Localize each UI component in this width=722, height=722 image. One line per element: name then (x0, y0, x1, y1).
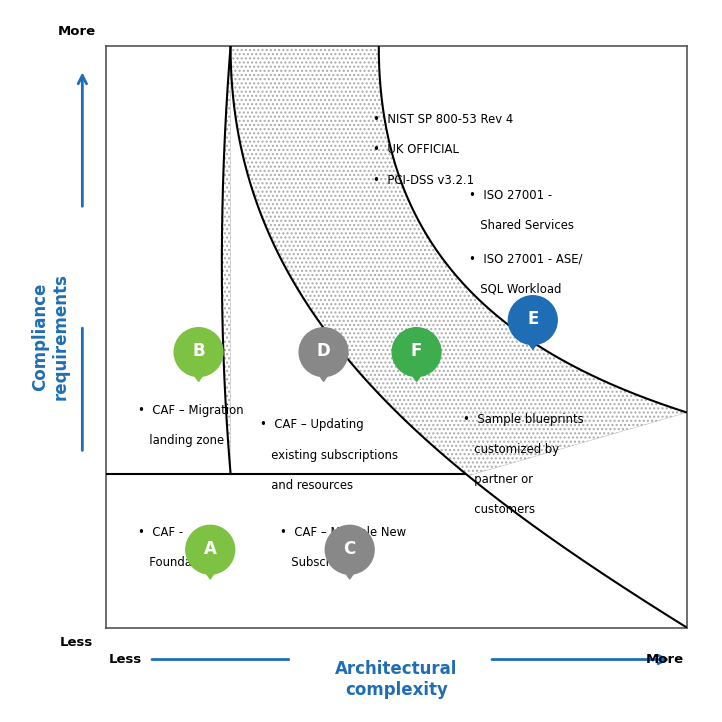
Text: More: More (58, 25, 95, 38)
Text: D: D (317, 342, 331, 360)
Text: •  ISO 27001 -: • ISO 27001 - (469, 188, 552, 201)
Text: B: B (192, 342, 205, 360)
Text: •  ISO 27001 - ASE/: • ISO 27001 - ASE/ (469, 253, 582, 266)
Circle shape (392, 328, 441, 377)
Text: •  PCI-DSS v3.2.1: • PCI-DSS v3.2.1 (373, 173, 474, 186)
Text: Foundation: Foundation (138, 556, 214, 569)
Text: Subscriptions: Subscriptions (280, 556, 370, 569)
Polygon shape (194, 556, 226, 579)
Circle shape (174, 328, 223, 377)
Text: customers: customers (463, 503, 535, 516)
Text: F: F (411, 342, 422, 360)
Circle shape (186, 526, 235, 574)
Polygon shape (401, 358, 432, 381)
Text: •  UK OFFICIAL: • UK OFFICIAL (373, 144, 458, 157)
Text: customized by: customized by (463, 443, 559, 456)
Circle shape (299, 328, 348, 377)
Text: •  CAF – Multiple New: • CAF – Multiple New (280, 526, 406, 539)
Circle shape (326, 526, 374, 574)
Text: E: E (527, 310, 539, 328)
Polygon shape (308, 358, 339, 381)
Text: •  CAF – Updating: • CAF – Updating (260, 418, 363, 431)
Text: Shared Services: Shared Services (469, 219, 574, 232)
Text: •  CAF – Migration: • CAF – Migration (138, 404, 243, 417)
Text: A: A (204, 539, 217, 557)
Text: •  Sample blueprints: • Sample blueprints (463, 412, 583, 425)
Text: Less: Less (108, 653, 142, 666)
Text: and resources: and resources (260, 479, 352, 492)
Text: existing subscriptions: existing subscriptions (260, 448, 398, 461)
Text: partner or: partner or (463, 473, 533, 486)
Circle shape (508, 296, 557, 344)
Polygon shape (517, 326, 549, 349)
Text: •  CAF -: • CAF - (138, 526, 183, 539)
Text: Compliance
requirements: Compliance requirements (31, 274, 70, 401)
Text: SQL Workload: SQL Workload (469, 283, 561, 296)
Polygon shape (334, 556, 365, 579)
Text: More: More (645, 653, 684, 666)
Text: Less: Less (60, 636, 93, 649)
Text: Architectural
complexity: Architectural complexity (335, 661, 458, 700)
Text: landing zone: landing zone (138, 434, 224, 447)
Text: •  NIST SP 800-53 Rev 4: • NIST SP 800-53 Rev 4 (373, 113, 513, 126)
Text: C: C (344, 539, 356, 557)
Polygon shape (183, 358, 214, 381)
